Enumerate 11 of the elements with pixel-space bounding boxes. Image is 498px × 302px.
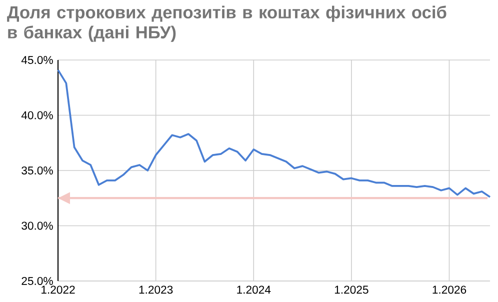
x-tick-label: 1.2025: [334, 286, 368, 294]
y-tick-label: 30.0%: [22, 222, 53, 230]
x-tick-label: 1.2024: [237, 286, 271, 294]
x-tick-label: 1.2023: [139, 286, 173, 294]
y-tick-label: 25.0%: [22, 276, 53, 285]
x-tick-label: 1.2026: [432, 286, 466, 294]
y-tick-label: 35.0%: [22, 166, 53, 174]
y-tick-label: 45.0%: [21, 56, 53, 64]
chart-title: Доля строкових депозитів в коштах фізичних осіб в банках (дані НБУ): [7, 6, 446, 42]
x-tick-label: 1.2022: [42, 286, 75, 294]
y-tick-label: 40.0%: [21, 111, 53, 120]
